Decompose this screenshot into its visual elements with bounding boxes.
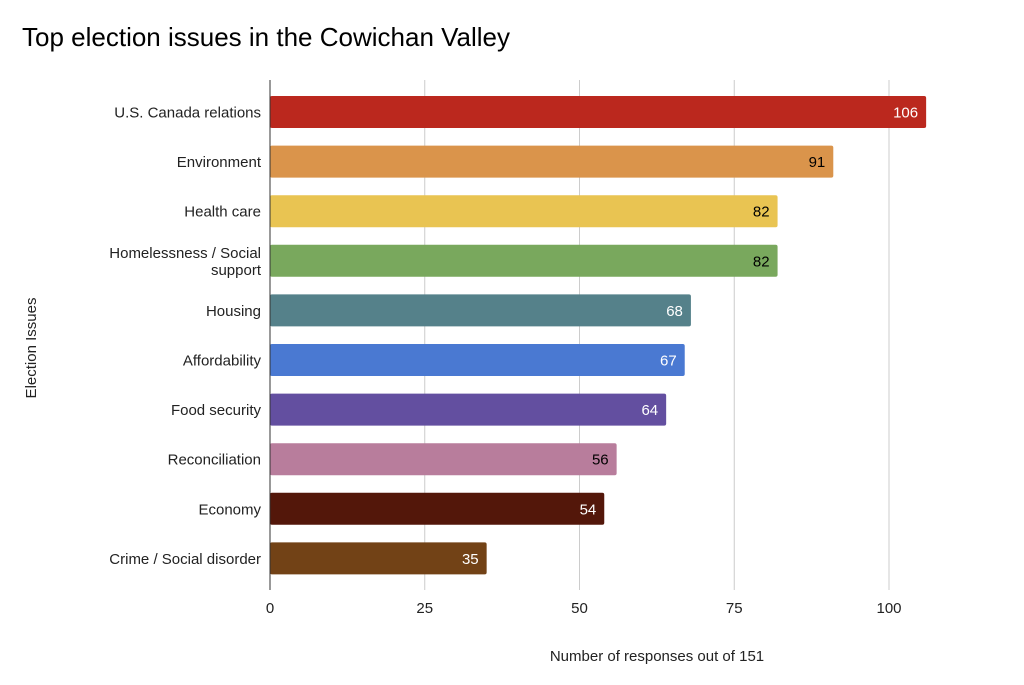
bar	[270, 542, 487, 575]
data-label: 106	[893, 105, 918, 122]
category-label: U.S. Canada relations	[114, 105, 261, 122]
bar	[270, 96, 927, 128]
chart-title: Top election issues in the Cowichan Vall…	[22, 22, 511, 52]
y-axis-title: Election Issues	[23, 298, 40, 399]
data-label: 56	[592, 452, 609, 469]
data-label: 64	[641, 402, 658, 419]
bar	[270, 443, 617, 476]
data-label: 67	[660, 353, 677, 370]
category-label: Environment	[177, 154, 262, 171]
x-tick-label: 100	[876, 600, 901, 617]
x-tick-label: 0	[266, 600, 274, 617]
category-label: Homelessness / Social support	[109, 245, 262, 279]
bar	[270, 145, 834, 178]
bar	[270, 344, 685, 376]
data-label: 54	[580, 501, 597, 518]
data-label: 82	[753, 253, 770, 270]
x-tick-label: 25	[416, 600, 433, 617]
category-label: Food security	[171, 402, 262, 419]
data-label: 35	[462, 551, 479, 568]
data-label: 68	[666, 303, 683, 320]
category-label: Affordability	[183, 353, 262, 370]
data-label: 82	[753, 204, 770, 221]
x-axis-title: Number of responses out of 151	[550, 648, 764, 665]
category-label: Housing	[206, 303, 261, 320]
x-tick-label: 50	[571, 600, 588, 617]
bar	[270, 195, 778, 228]
category-label: Reconciliation	[168, 452, 261, 469]
category-label: Economy	[198, 501, 261, 518]
data-label: 91	[809, 154, 826, 171]
bar	[270, 294, 691, 327]
category-label: Health care	[184, 204, 261, 221]
bar	[270, 393, 667, 426]
category-label: Crime / Social disorder	[109, 551, 261, 568]
x-tick-label: 75	[726, 600, 743, 617]
bar	[270, 244, 778, 277]
bar	[270, 492, 605, 525]
